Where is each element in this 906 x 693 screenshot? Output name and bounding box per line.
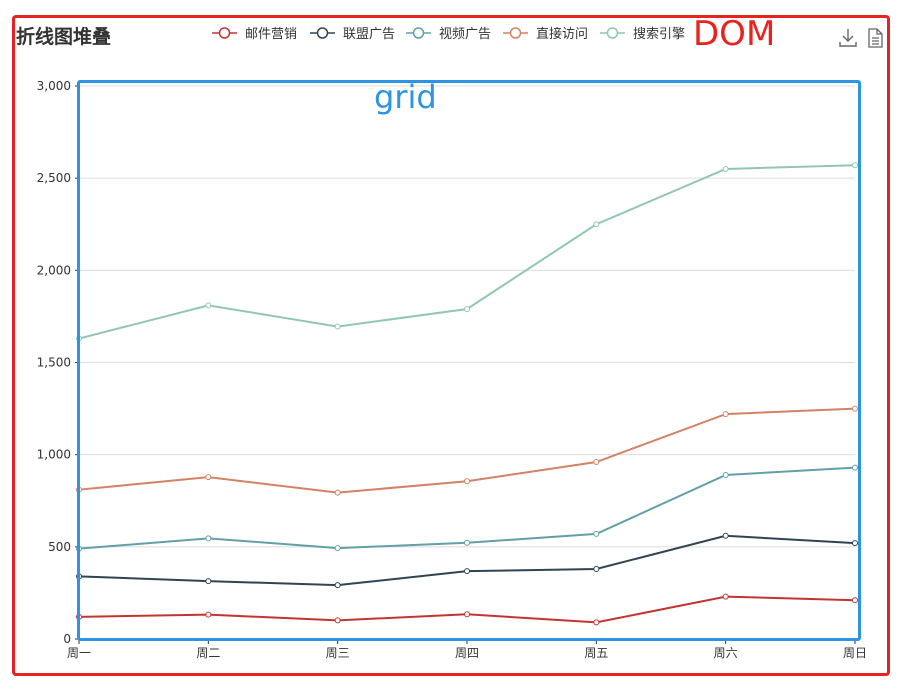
data-point[interactable] [205,302,212,309]
x-tick-label: 周四 [455,646,479,660]
legend-label: 联盟广告 [343,27,395,42]
data-point[interactable] [593,565,600,572]
data-point[interactable] [464,539,470,546]
legend-item-3[interactable]: 视频广告 [406,27,491,42]
data-point[interactable] [852,597,858,604]
data-point[interactable] [852,405,858,412]
dom-container-outline [12,15,890,676]
data-point[interactable] [852,540,858,547]
data-point[interactable] [593,459,600,466]
dom-annotation-label: DOM [693,14,776,54]
legend-label: 视频广告 [439,27,491,42]
data-point[interactable] [334,582,341,589]
data-point[interactable] [722,165,729,172]
legend-marker [509,27,522,39]
data-point[interactable] [205,474,212,481]
x-tick-label: 周三 [326,646,350,660]
legend-marker [606,27,619,39]
x-tick-label: 周一 [67,646,91,660]
document-icon[interactable] [865,27,885,49]
data-point[interactable] [334,489,341,496]
data-point[interactable] [464,611,470,618]
legend-label: 邮件营销 [245,27,297,42]
data-point[interactable] [205,535,212,542]
legend-marker [316,27,329,39]
data-point[interactable] [334,323,341,330]
legend-item-2[interactable]: 联盟广告 [310,27,395,42]
chart-title: 折线图堆叠 [16,26,112,48]
data-point[interactable] [464,568,470,575]
x-tick-label: 周五 [584,646,608,660]
grid-area-outline [77,80,861,641]
y-tick-label: 0 [63,632,71,646]
data-point[interactable] [334,545,341,552]
data-point[interactable] [722,411,729,418]
download-icon[interactable] [838,27,858,49]
data-point[interactable] [852,464,858,471]
x-tick-label: 周日 [843,646,867,660]
data-point[interactable] [593,530,600,537]
data-point[interactable] [464,306,470,313]
y-tick-label: 500 [48,540,71,554]
y-tick-label: 2,000 [37,263,71,277]
legend-label: 直接访问 [536,26,588,42]
data-point[interactable] [722,471,729,478]
grid-annotation-label: grid [374,78,437,116]
grid-lines [79,85,855,548]
y-tick-label: 1,000 [37,448,71,462]
data-point[interactable] [593,619,600,626]
data-point[interactable] [205,611,212,618]
legend-item-4[interactable]: 直接访问 [503,26,588,42]
data-point[interactable] [722,532,729,539]
legend-label: 搜索引擎 [633,27,685,42]
legend: 邮件营销 联盟广告 视频广告 直接访问 搜索引擎 [212,26,685,42]
data-point[interactable] [205,578,212,585]
legend-marker [412,27,425,39]
data-point[interactable] [464,478,470,485]
legend-item-1[interactable]: 邮件营销 [212,27,297,42]
legend-marker [218,27,231,39]
data-point[interactable] [722,593,729,600]
data-point[interactable] [334,617,341,624]
y-tick-label: 3,000 [37,79,71,93]
legend-item-5[interactable]: 搜索引擎 [600,27,685,42]
x-tick-label: 周六 [714,646,738,660]
y-tick-label: 2,500 [37,171,71,185]
series-layer [76,162,858,626]
data-point[interactable] [593,221,600,228]
y-tick-label: 1,500 [37,356,71,370]
data-point[interactable] [852,162,858,169]
x-tick-label: 周二 [196,646,220,660]
